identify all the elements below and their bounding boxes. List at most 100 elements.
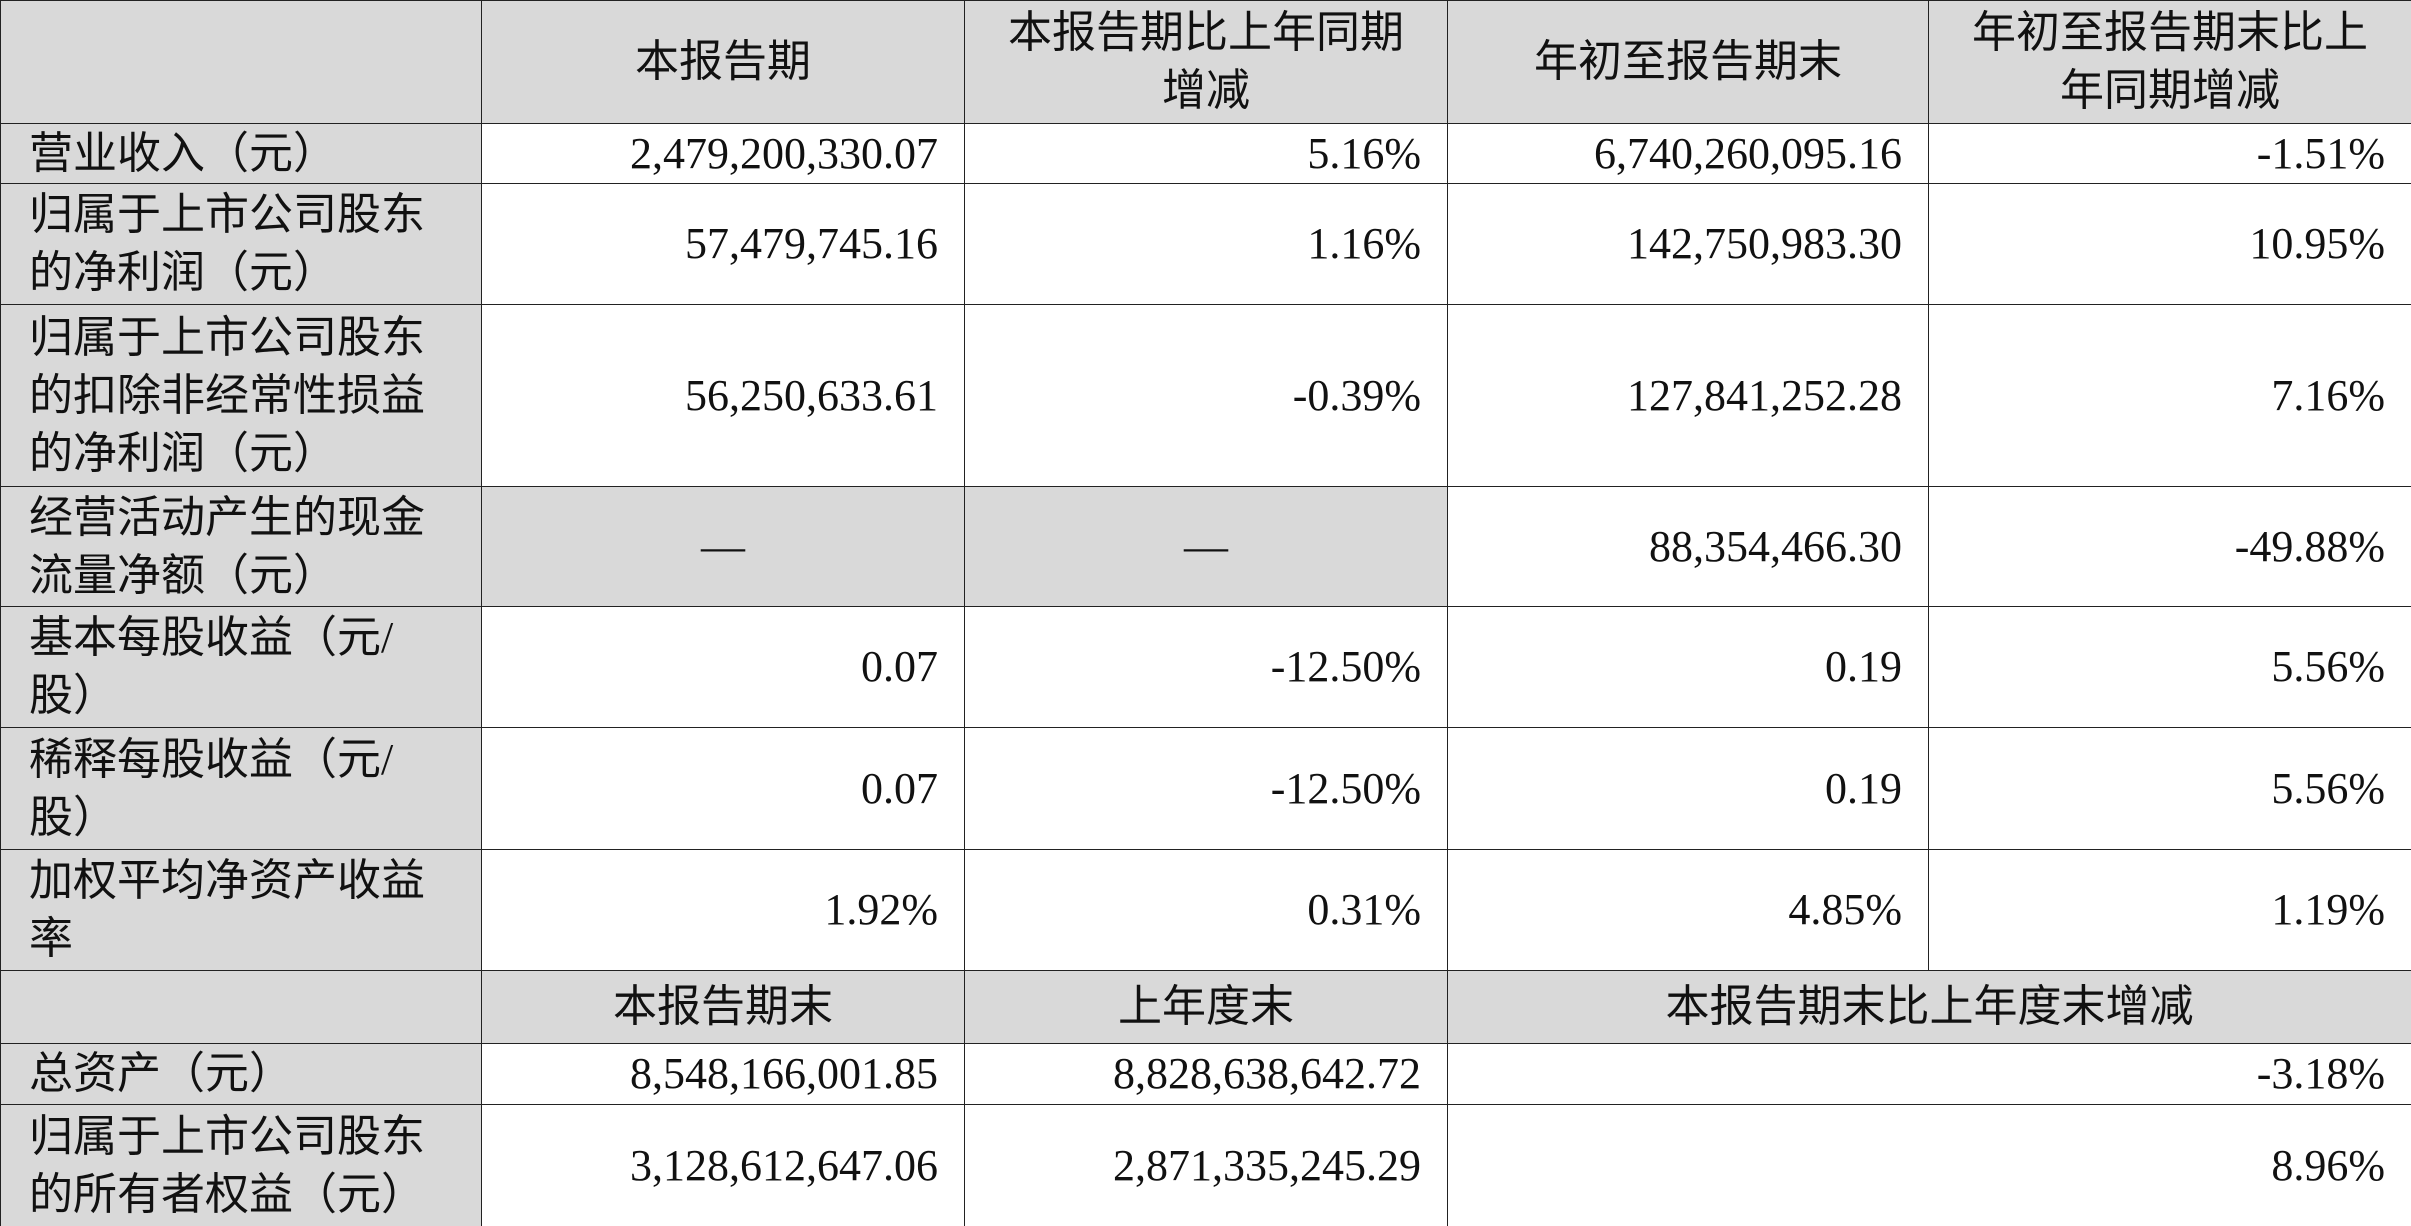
table-cell-text: 3,128,612,647.06 xyxy=(630,1140,938,1190)
table-cell: -12.50% xyxy=(964,727,1448,850)
table-cell-text: 8,548,166,001.85 xyxy=(630,1049,938,1098)
column-header: 本报告期末比上年度末增减 xyxy=(1447,970,2411,1044)
table-cell-text: -12.50% xyxy=(1270,763,1421,813)
row-label: 总资产（元） xyxy=(0,1043,482,1105)
table-cell: -12.50% xyxy=(964,606,1448,728)
row-label-text: 经营活动产生的现金 流量净额（元） xyxy=(29,492,425,600)
row-label: 归属于上市公司股东 的所有者权益（元） xyxy=(0,1104,482,1226)
column-header-text: 年初至报告期末比上年同期增减 xyxy=(1972,8,2368,115)
table-cell: 5.16% xyxy=(964,123,1448,184)
column-header: 本报告期末 xyxy=(481,970,965,1044)
table-cell-text: 56,250,633.61 xyxy=(685,370,938,420)
column-header: 本报告期 xyxy=(481,0,965,124)
table-cell-text: -3.18% xyxy=(2256,1049,2385,1098)
table-cell-text: 2,871,335,245.29 xyxy=(1113,1140,1421,1190)
table-cell: 7.16% xyxy=(1928,304,2411,487)
table-cell: 127,841,252.28 xyxy=(1447,304,1929,487)
table-cell: -1.51% xyxy=(1928,123,2411,184)
table-cell: -0.39% xyxy=(964,304,1448,487)
column-header-text: 本报告期末比上年度末增减 xyxy=(1665,982,2194,1031)
table-cell-text: — xyxy=(1184,521,1228,571)
row-label-text: 基本每股收益（元/ 股） xyxy=(29,613,394,720)
table-cell-text: -0.39% xyxy=(1292,370,1421,420)
row-label-text: 归属于上市公司股东 的所有者权益（元） xyxy=(29,1111,425,1219)
table-cell-text: 0.19 xyxy=(1825,763,1902,813)
table-cell-text: 10.95% xyxy=(2249,219,2385,268)
table-cell-text: 0.07 xyxy=(861,642,938,691)
table-cell: — xyxy=(481,486,965,607)
table-cell: 1.92% xyxy=(481,849,965,971)
table-cell-text: 88,354,466.30 xyxy=(1649,521,1902,571)
table-cell: 0.19 xyxy=(1447,606,1929,728)
column-header xyxy=(0,0,482,124)
table-cell-text: 8.96% xyxy=(2271,1140,2385,1190)
table-cell-text: 5.56% xyxy=(2271,642,2385,691)
row-label-text: 归属于上市公司股东 的扣除非经常性损益 的净利润（元） xyxy=(29,312,425,478)
table-cell-text: — xyxy=(701,521,745,571)
column-header: 上年度末 xyxy=(964,970,1448,1044)
table-cell: 142,750,983.30 xyxy=(1447,183,1929,305)
row-label-text: 加权平均净资产收益 率 xyxy=(29,856,425,963)
row-label: 稀释每股收益（元/ 股） xyxy=(0,727,482,850)
table-cell: 6,740,260,095.16 xyxy=(1447,123,1929,184)
table-cell: 10.95% xyxy=(1928,183,2411,305)
table-cell-text: -1.51% xyxy=(2256,128,2385,178)
table-cell: 5.56% xyxy=(1928,727,2411,850)
row-label-text: 营业收入（元） xyxy=(29,128,337,178)
table-cell-text: 8,828,638,642.72 xyxy=(1113,1049,1421,1098)
table-cell: 0.07 xyxy=(481,606,965,728)
table-cell-text: 7.16% xyxy=(2271,370,2385,420)
column-header: 本报告期比上年同期增减 xyxy=(964,0,1448,124)
column-header: 年初至报告期末比上年同期增减 xyxy=(1928,0,2411,124)
table-cell-text: 127,841,252.28 xyxy=(1627,370,1902,420)
column-header xyxy=(0,970,482,1044)
row-label-text: 归属于上市公司股东 的净利润（元） xyxy=(29,190,425,297)
column-header-text: 本报告期比上年同期增减 xyxy=(1008,8,1404,115)
column-header-text: 本报告期 xyxy=(635,37,811,86)
table-cell: — xyxy=(964,486,1448,607)
table-cell: 88,354,466.30 xyxy=(1447,486,1929,607)
column-header-text: 年初至报告期末 xyxy=(1534,37,1842,86)
table-cell: 1.16% xyxy=(964,183,1448,305)
row-label: 归属于上市公司股东 的扣除非经常性损益 的净利润（元） xyxy=(0,304,482,487)
table-cell-text: 1.19% xyxy=(2271,885,2385,934)
table-cell: 5.56% xyxy=(1928,606,2411,728)
column-header-text: 本报告期末 xyxy=(613,982,833,1031)
table-cell: 8,548,166,001.85 xyxy=(481,1043,965,1105)
row-label: 基本每股收益（元/ 股） xyxy=(0,606,482,728)
table-cell: 56,250,633.61 xyxy=(481,304,965,487)
column-header-text: 上年度末 xyxy=(1118,982,1294,1031)
table-cell-text: 2,479,200,330.07 xyxy=(630,128,938,178)
table-cell-text: 5.16% xyxy=(1307,128,1421,178)
row-label: 归属于上市公司股东 的净利润（元） xyxy=(0,183,482,305)
table-cell: 0.19 xyxy=(1447,727,1929,850)
table-cell: -3.18% xyxy=(1447,1043,2411,1105)
table-cell-text: 6,740,260,095.16 xyxy=(1594,128,1902,178)
table-cell: 2,871,335,245.29 xyxy=(964,1104,1448,1226)
row-label-text: 稀释每股收益（元/ 股） xyxy=(29,734,394,842)
table-cell-text: 4.85% xyxy=(1788,885,1902,934)
table-cell: 8.96% xyxy=(1447,1104,2411,1226)
table-cell: 1.19% xyxy=(1928,849,2411,971)
row-label: 加权平均净资产收益 率 xyxy=(0,849,482,971)
table-cell: 3,128,612,647.06 xyxy=(481,1104,965,1226)
table-cell-text: 1.16% xyxy=(1307,219,1421,268)
table-cell-text: -12.50% xyxy=(1270,642,1421,691)
row-label: 营业收入（元） xyxy=(0,123,482,184)
column-header: 年初至报告期末 xyxy=(1447,0,1929,124)
table-cell: 4.85% xyxy=(1447,849,1929,971)
table-cell: 0.31% xyxy=(964,849,1448,971)
table-cell-text: 142,750,983.30 xyxy=(1627,219,1902,268)
row-label: 经营活动产生的现金 流量净额（元） xyxy=(0,486,482,607)
table-cell: 57,479,745.16 xyxy=(481,183,965,305)
table-cell-text: 0.07 xyxy=(861,763,938,813)
table-cell: -49.88% xyxy=(1928,486,2411,607)
table-cell: 8,828,638,642.72 xyxy=(964,1043,1448,1105)
table-cell: 2,479,200,330.07 xyxy=(481,123,965,184)
table-cell-text: 1.92% xyxy=(824,885,938,934)
table-cell-text: 57,479,745.16 xyxy=(685,219,938,268)
row-label-text: 总资产（元） xyxy=(29,1049,293,1098)
table-cell: 0.07 xyxy=(481,727,965,850)
table-cell-text: 0.19 xyxy=(1825,642,1902,691)
